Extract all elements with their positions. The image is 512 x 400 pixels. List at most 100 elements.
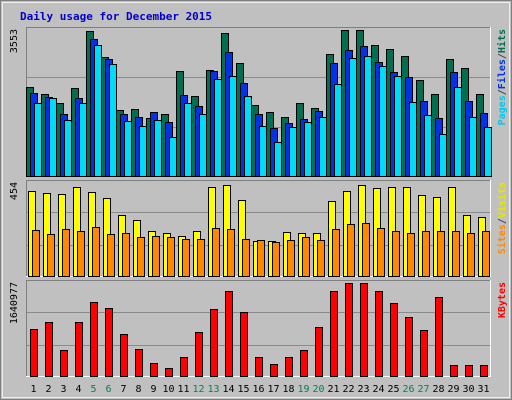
bar-sites-day-21: [332, 229, 340, 277]
tick-label-day-17: 17: [267, 384, 279, 395]
bar-kbytes-day-25: [390, 303, 398, 377]
bar-pages-day-19: [304, 122, 312, 177]
bar-pages-day-25: [394, 76, 402, 177]
y-max-label-middle: 454: [9, 182, 20, 200]
tick-label-day-18: 18: [282, 384, 294, 395]
bar-pages-day-10: [169, 137, 177, 177]
bar-sites-day-11: [182, 239, 190, 277]
bar-pages-day-23: [364, 56, 372, 177]
bar-sites-day-9: [152, 236, 160, 277]
tick-label-day-31: 31: [477, 384, 489, 395]
panel-bottom: 1640977 KBytes: [9, 280, 508, 377]
bar-kbytes-day-4: [75, 322, 83, 377]
bar-sites-day-31: [482, 231, 490, 277]
x-axis-day-labels: 1 2 3 4 5 6 7 8 9 10 11 12 13 14 15 16 17 18 19 20 21 22 23 24 2…: [30, 384, 489, 395]
bar-sites-day-7: [122, 233, 130, 277]
bar-pages-day-16: [259, 126, 267, 177]
bar-kbytes-day-16: [255, 357, 263, 377]
tick-label-day-7: 7: [120, 384, 126, 395]
bar-sites-day-26: [407, 233, 415, 277]
bar-kbytes-day-2: [45, 322, 53, 377]
legend-item: Visits: [496, 182, 508, 218]
tick-label-day-21: 21: [327, 384, 339, 395]
bar-kbytes-day-11: [180, 357, 188, 377]
bar-pages-day-7: [124, 121, 132, 177]
tick-label-day-2: 2: [45, 384, 51, 395]
tick-label-day-26: 26: [402, 384, 414, 395]
bar-kbytes-day-20: [315, 327, 323, 377]
bar-sites-day-6: [107, 234, 115, 277]
tick-label-day-20: 20: [312, 384, 324, 395]
tick-label-day-25: 25: [387, 384, 399, 395]
bar-pages-day-12: [199, 114, 207, 177]
tick-label-day-23: 23: [357, 384, 369, 395]
bar-pages-day-3: [64, 120, 72, 177]
bar-kbytes-day-9: [150, 363, 158, 377]
tick-label-day-14: 14: [222, 384, 234, 395]
y-max-label-bottom: 1640977: [9, 282, 20, 324]
bar-pages-day-20: [319, 117, 327, 177]
bar-sites-day-8: [137, 237, 145, 277]
bar-pages-day-28: [439, 134, 447, 177]
legend-top: Pages/Files/Hits: [496, 29, 508, 125]
legend-item: /: [497, 53, 508, 59]
bar-sites-day-29: [452, 231, 460, 277]
tick-label-day-5: 5: [90, 384, 96, 395]
tick-label-day-13: 13: [207, 384, 219, 395]
bar-pages-day-22: [349, 58, 357, 177]
bar-pages-day-31: [484, 127, 492, 177]
tick-label-day-8: 8: [135, 384, 141, 395]
bar-sites-day-23: [362, 223, 370, 277]
tick-label-day-6: 6: [105, 384, 111, 395]
tick-label-day-29: 29: [447, 384, 459, 395]
chart-title: Daily usage for December 2015: [20, 10, 212, 23]
bar-sites-day-28: [437, 231, 445, 277]
bar-kbytes-day-12: [195, 332, 203, 377]
bar-sites-day-18: [287, 240, 295, 277]
bar-kbytes-day-10: [165, 368, 173, 377]
legend-item: /: [497, 218, 508, 224]
bar-kbytes-day-30: [465, 365, 473, 377]
legend-item: /: [497, 89, 508, 95]
bar-pages-day-9: [154, 120, 162, 177]
bar-sites-day-1: [32, 230, 40, 277]
bar-sites-day-12: [197, 239, 205, 277]
bar-pages-day-1: [34, 103, 42, 177]
bar-pages-day-18: [289, 127, 297, 177]
bar-kbytes-day-26: [405, 317, 413, 377]
legend-item: Hits: [496, 29, 508, 53]
bar-sites-day-27: [422, 231, 430, 277]
tick-label-day-24: 24: [372, 384, 384, 395]
bar-kbytes-day-8: [135, 349, 143, 377]
bar-kbytes-day-18: [285, 357, 293, 377]
bar-sites-day-3: [62, 229, 70, 277]
bar-sites-day-19: [302, 237, 310, 277]
bar-sites-day-25: [392, 231, 400, 277]
legend-item: Files: [496, 59, 508, 89]
series-kbytes: [30, 283, 488, 377]
tick-label-day-1: 1: [30, 384, 36, 395]
tick-label-day-10: 10: [162, 384, 174, 395]
tick-label-day-12: 12: [192, 384, 204, 395]
bar-kbytes-day-29: [450, 365, 458, 377]
tick-label-day-16: 16: [252, 384, 264, 395]
tick-label-day-28: 28: [432, 384, 444, 395]
bar-pages-day-14: [229, 76, 237, 177]
chart-panels: 3553Pages/Files/Hits454Sites/Visits16409…: [9, 27, 508, 377]
bar-pages-day-8: [139, 126, 147, 177]
tick-label-day-11: 11: [177, 384, 189, 395]
bar-kbytes-day-7: [120, 334, 128, 377]
bar-kbytes-day-27: [420, 330, 428, 377]
series-pages: [34, 45, 492, 177]
bar-sites-day-10: [167, 237, 175, 277]
y-max-label-top: 3553: [9, 29, 20, 53]
tick-label-day-27: 27: [417, 384, 429, 395]
legend-bottom: KBytes: [497, 282, 508, 318]
tick-label-day-19: 19: [297, 384, 309, 395]
legend-item: Sites: [496, 224, 508, 254]
bar-pages-day-27: [424, 115, 432, 177]
legend-item: KBytes: [497, 282, 508, 318]
tick-label-day-9: 9: [150, 384, 156, 395]
tick-label-day-30: 30: [462, 384, 474, 395]
bar-pages-day-26: [409, 102, 417, 177]
